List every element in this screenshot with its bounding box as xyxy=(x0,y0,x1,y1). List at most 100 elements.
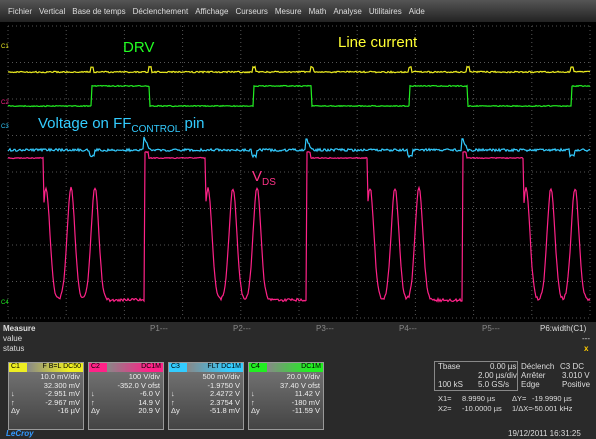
trigger-label[interactable]: Déclench xyxy=(521,362,554,371)
menu-item[interactable]: Analyse xyxy=(333,7,361,16)
channel-header: C4 DC1M xyxy=(249,363,323,372)
measure-label: value xyxy=(3,334,22,343)
cursor-readout: 1/ΔX= xyxy=(512,404,533,413)
screen-bg xyxy=(0,22,596,322)
timebase-rate[interactable]: 5.0 GS/s xyxy=(478,380,509,389)
row-label: Δy xyxy=(11,406,20,415)
vds-label: VDS xyxy=(252,168,276,188)
menu-item[interactable]: Curseurs xyxy=(235,7,267,16)
menu-item[interactable]: Math xyxy=(309,7,327,16)
channel-row: Δy -16 µV xyxy=(9,406,83,415)
channel-row: Δy 20.9 V xyxy=(89,406,163,415)
channel-tags: F B=L DC50 xyxy=(43,363,83,370)
channel-name: C4 xyxy=(251,363,260,370)
channel-marker: C2 xyxy=(1,100,9,106)
channel-name: C1 xyxy=(11,363,20,370)
channel-marker: C4 xyxy=(1,300,9,306)
cursor-readout: -10.0000 µs xyxy=(462,404,502,413)
channel-tags: DC1M xyxy=(141,363,163,370)
scope-screen xyxy=(0,22,596,322)
row-value: -16 µV xyxy=(58,406,80,415)
measure-label: status xyxy=(3,344,24,353)
channel-line: -1.9750 V xyxy=(169,381,243,390)
measure-param[interactable]: P2--- xyxy=(233,324,251,333)
channel-marker: C1 xyxy=(1,44,9,50)
channel-row: ↓ -6.0 V xyxy=(89,389,163,398)
cursor-readout: ΔY= xyxy=(512,394,526,403)
row-label: Δy xyxy=(91,406,100,415)
timebase-label[interactable]: Tbase xyxy=(438,362,460,371)
cursor-readout: X2= xyxy=(438,404,452,413)
cursor-readout: -50.001 kHz xyxy=(532,404,572,413)
channel-name: C3 xyxy=(171,363,180,370)
trigger-type[interactable]: Edge xyxy=(521,380,540,389)
channel-line: 10.0 mV/div xyxy=(9,372,83,381)
menu-item[interactable]: Base de temps xyxy=(72,7,125,16)
param-value: --- xyxy=(582,334,590,343)
channel-line: 500 mV/div xyxy=(169,372,243,381)
channel-row: ↑ 2.3754 V xyxy=(169,398,243,407)
channel-line: 37.40 V ofst xyxy=(249,381,323,390)
cursor-readout: -19.9990 µs xyxy=(532,394,572,403)
v-text: V xyxy=(252,168,262,185)
channel-row: ↓ 2.4272 V xyxy=(169,389,243,398)
channel-box[interactable]: C1 F B=L DC50 10.0 mV/div 32.300 mV ↓ -2.951 … xyxy=(8,362,84,430)
trigger-mode[interactable]: Arrêter xyxy=(521,371,545,380)
measure-param[interactable]: P1--- xyxy=(150,324,168,333)
timebase-samples[interactable]: 100 kS xyxy=(438,380,463,389)
channel-row: ↑ -2.967 mV xyxy=(9,398,83,407)
cursor-readout: X1= xyxy=(438,394,452,403)
subscript: DS xyxy=(262,177,276,188)
voltage-label: Voltage on FFCONTROL pin xyxy=(38,115,205,135)
menu-item[interactable]: Mesure xyxy=(275,7,302,16)
channel-header: C3 FLT DC1M xyxy=(169,363,243,372)
channel-marker: C3 xyxy=(1,124,9,130)
row-value: 20.9 V xyxy=(138,406,160,415)
menu-item[interactable]: Affichage xyxy=(195,7,228,16)
menu-item[interactable]: Aide xyxy=(409,7,425,16)
channel-name: C2 xyxy=(91,363,100,370)
trigger-source[interactable]: C3 DC xyxy=(560,362,584,371)
subscript: CONTROL xyxy=(131,124,180,135)
channel-box[interactable]: C2 DC1M 100 V/div -352.0 V ofst ↓ -6.0 V ↑ 14.9… xyxy=(88,362,164,430)
trigger-slope[interactable]: Positive xyxy=(562,380,590,389)
menu-item[interactable]: Fichier xyxy=(8,7,32,16)
channel-tags: FLT DC1M xyxy=(207,363,243,370)
channel-line: 32.300 mV xyxy=(9,381,83,390)
row-label: Δy xyxy=(171,406,180,415)
channel-line: 100 V/div xyxy=(89,372,163,381)
measure-param[interactable]: P6:width(C1) xyxy=(540,324,586,333)
row-label: Δy xyxy=(251,406,260,415)
channel-row: ↓ -2.951 mV xyxy=(9,389,83,398)
timebase-div[interactable]: 2.00 µs/div xyxy=(478,371,517,380)
channel-box[interactable]: C4 DC1M 20.0 V/div 37.40 V ofst ↓ 11.42 V ↑ -18… xyxy=(248,362,324,430)
row-value: -51.8 mV xyxy=(210,406,240,415)
channel-line: -352.0 V ofst xyxy=(89,381,163,390)
menu-item[interactable]: Vertical xyxy=(39,7,65,16)
channel-tags: DC1M xyxy=(301,363,323,370)
timestamp: 19/12/2011 16:31:25 xyxy=(508,429,581,438)
measure-param[interactable]: P3--- xyxy=(316,324,334,333)
measure-param[interactable]: P5--- xyxy=(482,324,500,333)
close-button[interactable]: x xyxy=(584,344,588,353)
channel-box[interactable]: C3 FLT DC1M 500 mV/div -1.9750 V ↓ 2.4272 V ↑ 2… xyxy=(168,362,244,430)
line-current-label: Line current xyxy=(338,34,417,51)
info-panel: Measure value status P1--- P2--- P3--- P4--- P5… xyxy=(0,322,596,439)
pin-text: pin xyxy=(180,115,204,132)
measure-label: Measure xyxy=(3,324,35,333)
channel-row: ↓ 11.42 V xyxy=(249,389,323,398)
cursor-readout: 8.9990 µs xyxy=(462,394,495,403)
brand: LeCroy xyxy=(6,429,34,438)
menu-item[interactable]: Utilitaires xyxy=(369,7,402,16)
channel-header: C2 DC1M xyxy=(89,363,163,372)
drv-label: DRV xyxy=(123,39,154,56)
measure-param[interactable]: P4--- xyxy=(399,324,417,333)
voltage-text: Voltage on FF xyxy=(38,115,131,132)
trigger-level[interactable]: 3.010 V xyxy=(562,371,590,380)
row-value: -11.59 V xyxy=(292,406,320,415)
channel-row: ↑ 14.9 V xyxy=(89,398,163,407)
timebase-delay[interactable]: 0.00 µs xyxy=(490,362,516,371)
channel-header: C1 F B=L DC50 xyxy=(9,363,83,372)
channel-row: Δy -11.59 V xyxy=(249,406,323,415)
menu-item[interactable]: Déclenchement xyxy=(133,7,189,16)
